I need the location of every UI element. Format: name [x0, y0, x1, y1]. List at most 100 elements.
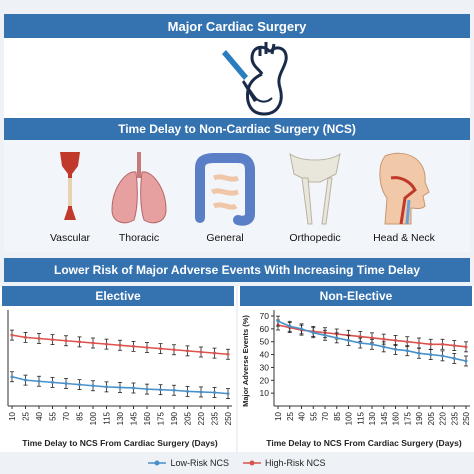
x-tick-label: 115 [103, 411, 112, 424]
data-point [347, 338, 350, 342]
category-label: Vascular [49, 232, 91, 244]
x-tick-label: 130 [116, 411, 125, 425]
data-point [323, 333, 327, 337]
x-tick-label: 40 [35, 411, 44, 420]
timing-title: Time Delay to Non-Cardiac Surgery (NCS) [118, 122, 356, 136]
heart-with-scalpel-icon [222, 42, 288, 116]
x-axis-label: Time Delay to NCS From Cardiac Surgery (… [22, 438, 218, 448]
data-point [51, 380, 54, 384]
data-point [441, 354, 444, 358]
risk-banner: Lower Risk of Major Adverse Events With … [4, 258, 470, 282]
x-tick-label: 100 [345, 411, 354, 425]
x-tick-label: 205 [427, 411, 436, 425]
x-tick-label: 25 [22, 411, 31, 420]
data-point [405, 340, 409, 344]
lungs-icon [111, 152, 167, 224]
x-tick-label: 25 [286, 411, 295, 420]
blood-vessel-icon [60, 152, 80, 220]
data-point [370, 336, 374, 340]
non-elective-chart-panel: Non-Elective 10 20 30 40 50 60 70 Major Adverse… [238, 286, 474, 452]
data-point [464, 359, 468, 363]
data-point [78, 383, 81, 387]
x-tick-label: 55 [49, 411, 58, 420]
data-point [394, 338, 397, 342]
data-point [37, 379, 41, 383]
x-tick-label: 130 [368, 411, 377, 425]
category-label: Head & Neck [373, 232, 435, 244]
data-point [10, 333, 14, 337]
chart-title: Non-Elective [319, 289, 393, 303]
category-vascular: Vascular [40, 148, 100, 244]
heart-panel [4, 38, 470, 118]
x-tick-label: 10 [8, 411, 17, 420]
data-point [91, 341, 95, 345]
y-tick-label: 60 [260, 324, 270, 334]
data-point [118, 343, 122, 347]
data-point [311, 331, 315, 335]
data-point [213, 391, 216, 394]
x-tick-label: 205 [184, 411, 193, 425]
data-point [132, 344, 135, 348]
data-point [226, 352, 230, 356]
data-point [358, 341, 362, 345]
x-tick-label: 160 [392, 411, 401, 425]
x-tick-label: 70 [62, 411, 71, 420]
y-tick-label: 30 [260, 362, 270, 372]
data-point [24, 378, 27, 382]
non-elective-banner: Non-Elective [240, 286, 472, 306]
data-point [159, 347, 162, 351]
data-point [64, 339, 68, 343]
chart-legend: Low-Risk NCS High-Risk NCS [0, 452, 474, 474]
y-tick-label: 10 [260, 388, 270, 398]
x-tick-label: 190 [415, 411, 424, 425]
x-tick-label: 85 [76, 411, 85, 420]
x-tick-label: 190 [170, 411, 179, 425]
data-point [64, 382, 68, 385]
non-elective-line-chart: 10 20 30 40 50 60 70 Major Adverse Events (%) 10… [241, 310, 471, 448]
x-tick-label: 250 [462, 411, 471, 425]
data-point [51, 338, 54, 342]
x-tick-label: 40 [298, 411, 307, 420]
elective-chart-panel: Elective 10 25 40 55 70 85 100 115 130 145 160 175 1… [0, 286, 236, 452]
data-point [118, 385, 122, 389]
category-orthopedic: Orthopedic [280, 148, 350, 244]
x-tick-label: 175 [403, 411, 412, 425]
x-tick-label: 10 [274, 411, 283, 420]
data-point [105, 342, 108, 346]
risk-title: Lower Risk of Major Adverse Events With … [53, 263, 420, 277]
x-tick-label: 175 [157, 411, 166, 425]
y-tick-label: 70 [260, 311, 270, 321]
data-point [382, 345, 386, 349]
legend-swatch-low [148, 460, 167, 466]
data-point [145, 387, 149, 391]
data-point [335, 336, 339, 340]
x-tick-label: 220 [439, 411, 448, 425]
data-point [10, 375, 14, 379]
data-point [91, 384, 95, 388]
x-tick-label: 235 [450, 411, 459, 425]
data-point [441, 342, 444, 346]
data-point [78, 340, 81, 344]
chart-title: Elective [95, 289, 141, 303]
data-point [186, 389, 189, 393]
data-point [226, 392, 230, 396]
legend-label-low: Low-Risk NCS [170, 458, 229, 468]
data-point [213, 351, 216, 355]
timing-banner: Time Delay to Non-Cardiac Surgery (NCS) [4, 118, 470, 140]
y-tick-label: 50 [260, 337, 270, 347]
data-point [105, 385, 108, 389]
x-tick-label: 85 [333, 411, 342, 420]
data-point [464, 345, 468, 349]
data-point [405, 349, 409, 353]
data-point [429, 342, 433, 346]
category-thoracic: Thoracic [104, 148, 174, 244]
x-tick-label: 160 [143, 411, 152, 425]
y-tick-label: 40 [260, 350, 270, 360]
legend-swatch-high [243, 460, 261, 466]
data-point [429, 353, 433, 357]
data-point [417, 351, 421, 355]
x-tick-label: 100 [89, 411, 98, 425]
data-point [145, 346, 149, 349]
data-point [394, 347, 397, 351]
elective-banner: Elective [2, 286, 234, 306]
